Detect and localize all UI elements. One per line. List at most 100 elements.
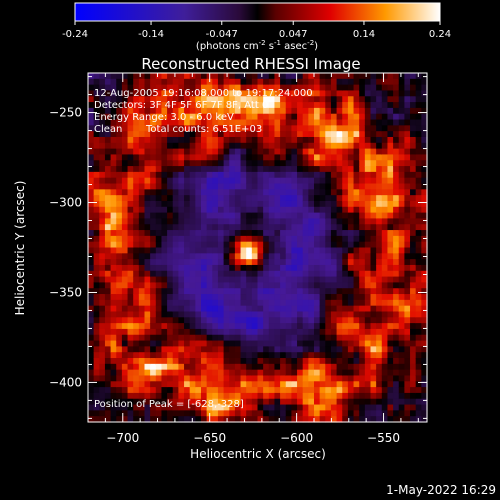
heatmap-cell <box>404 323 411 330</box>
heatmap-cell <box>172 346 179 353</box>
heatmap-cell <box>195 230 202 237</box>
heatmap-cell <box>376 334 383 342</box>
heatmap-cell <box>172 148 179 156</box>
heatmap-cell <box>167 224 174 231</box>
heatmap-cell <box>336 206 343 214</box>
heatmap-cell <box>195 259 202 266</box>
heatmap-cell <box>189 171 196 179</box>
heatmap-cell <box>387 253 394 260</box>
heatmap-cell <box>336 78 343 86</box>
heatmap-cell <box>104 375 112 382</box>
heatmap-cell <box>116 154 123 161</box>
heatmap-cell <box>291 340 298 347</box>
heatmap-cell <box>88 206 95 214</box>
heatmap-cell <box>285 317 292 324</box>
heatmap-cell <box>223 352 230 359</box>
heatmap-cell <box>353 148 360 156</box>
heatmap-cell <box>133 387 140 394</box>
heatmap-cell <box>319 392 326 400</box>
heatmap-cell <box>217 235 225 243</box>
heatmap-cell <box>212 340 219 347</box>
heatmap-cell <box>116 183 123 190</box>
heatmap-cell <box>398 340 405 347</box>
heatmap-cell <box>268 177 276 185</box>
heatmap-cell <box>285 84 292 92</box>
heatmap-cell <box>116 136 123 144</box>
heatmap-cell <box>223 387 230 394</box>
heatmap-cell <box>274 136 281 144</box>
heatmap-cell <box>88 218 95 225</box>
heatmap-cell <box>280 131 287 138</box>
heatmap-cell <box>314 404 321 411</box>
heatmap-cell <box>155 410 163 417</box>
heatmap-cell <box>246 189 253 196</box>
heatmap-cell <box>178 166 185 173</box>
heatmap-cell <box>240 381 247 388</box>
heatmap-cell <box>246 160 253 167</box>
heatmap-cell <box>336 171 343 179</box>
heatmap-cell <box>155 247 163 254</box>
heatmap-cell <box>116 78 123 86</box>
heatmap-cell <box>161 247 168 254</box>
heatmap-cell <box>246 264 253 272</box>
heatmap-cell <box>167 392 174 400</box>
heatmap-cell <box>104 189 112 196</box>
heatmap-cell <box>234 107 242 115</box>
heatmap-cell <box>280 294 287 301</box>
heatmap-cell <box>121 294 129 301</box>
heatmap-cell <box>370 363 377 371</box>
heatmap-cell <box>330 334 338 342</box>
heatmap-cell <box>127 189 134 196</box>
heatmap-cell <box>280 352 287 359</box>
heatmap-cell <box>212 392 219 400</box>
heatmap-cell <box>223 218 230 225</box>
heatmap-cell <box>342 171 349 179</box>
heatmap-cell <box>325 195 332 202</box>
heatmap-cell <box>415 247 422 254</box>
heatmap-cell <box>161 294 168 301</box>
heatmap-cell <box>336 166 343 173</box>
heatmap-cell <box>184 299 191 307</box>
heatmap-cell <box>393 96 400 103</box>
heatmap-cell <box>223 113 230 121</box>
heatmap-cell <box>251 398 259 406</box>
heatmap-cell <box>370 410 377 417</box>
heatmap-cell <box>280 282 287 289</box>
heatmap-cell <box>314 235 321 243</box>
heatmap-cell <box>189 410 196 417</box>
heatmap-cell <box>336 323 343 330</box>
heatmap-cell <box>172 189 179 196</box>
heatmap-cell <box>88 416 95 423</box>
heatmap-cell <box>240 352 247 359</box>
heatmap-cell <box>178 160 185 167</box>
heatmap-cell <box>217 253 225 260</box>
heatmap-cell <box>144 288 151 295</box>
heatmap-cell <box>212 148 219 156</box>
heatmap-cell <box>93 410 100 417</box>
heatmap-cell <box>342 160 349 167</box>
heatmap-cell <box>398 160 405 167</box>
heatmap-cell <box>184 241 191 249</box>
heatmap-cell <box>280 113 287 121</box>
heatmap-cell <box>246 200 253 208</box>
heatmap-cell <box>325 398 332 406</box>
heatmap-cell <box>404 113 411 121</box>
heatmap-cell <box>155 148 163 156</box>
heatmap-cell <box>223 369 230 377</box>
heatmap-cell <box>398 241 405 249</box>
heatmap-cell <box>150 125 157 132</box>
heatmap-cell <box>308 253 315 260</box>
heatmap-cell <box>302 113 309 121</box>
heatmap-cell <box>121 358 129 365</box>
heatmap-cell <box>325 235 332 243</box>
heatmap-cell <box>138 166 146 173</box>
heatmap-cell <box>308 125 315 132</box>
heatmap-cell <box>342 230 349 237</box>
heatmap-cell <box>195 381 202 388</box>
heatmap-cell <box>150 299 157 307</box>
heatmap-cell <box>195 404 202 411</box>
heatmap-cell <box>206 294 213 301</box>
heatmap-cell <box>336 90 343 97</box>
heatmap-cell <box>195 398 202 406</box>
heatmap-cell <box>342 392 349 400</box>
